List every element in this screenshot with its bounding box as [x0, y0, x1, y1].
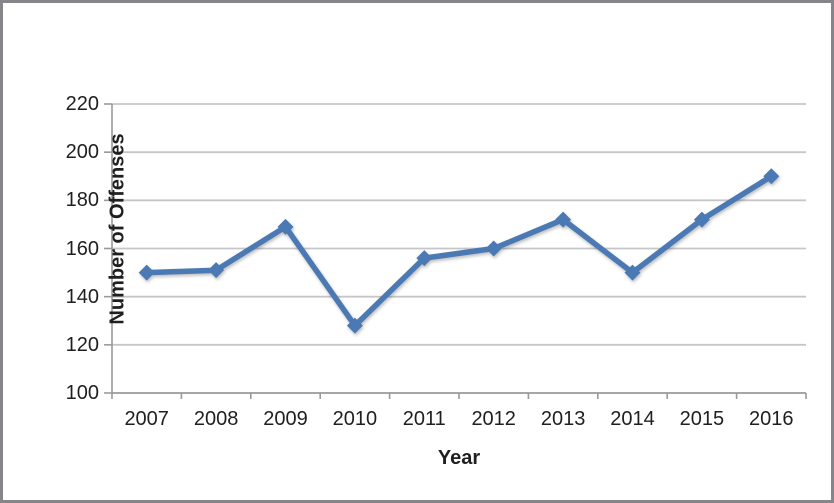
marker-2008 — [208, 262, 225, 279]
series-line — [143, 173, 775, 329]
marker-2010 — [346, 317, 363, 334]
marker-2009 — [277, 218, 294, 235]
y-tick-label-140: 140 — [65, 285, 99, 308]
line-chart-svg — [104, 103, 807, 399]
marker-2012 — [485, 240, 502, 257]
y-axis-title: Number of Offenses — [106, 133, 129, 325]
x-tick-label-2011: 2011 — [402, 408, 446, 430]
x-tick-label-2014: 2014 — [610, 408, 655, 430]
x-tick-label-2007: 2007 — [124, 408, 169, 430]
marker-2014 — [624, 264, 641, 281]
x-tick-label-2009: 2009 — [263, 408, 308, 430]
y-tick-label-100: 100 — [65, 382, 99, 404]
x-tick-label-2012: 2012 — [471, 408, 516, 430]
x-tick-label-2010: 2010 — [332, 408, 378, 430]
y-tick-label-180: 180 — [65, 189, 99, 212]
marker-2016 — [763, 168, 780, 185]
x-axis-title: Year — [437, 447, 481, 469]
x-tick-label-2016: 2016 — [749, 408, 794, 430]
y-tick-label-200: 200 — [65, 141, 99, 164]
marker-2011 — [416, 250, 433, 267]
y-tick-label-220: 220 — [65, 93, 99, 115]
marker-2013 — [555, 211, 572, 228]
x-tick-label-2008: 2008 — [193, 408, 239, 430]
marker-2015 — [693, 211, 710, 228]
y-tick-label-120: 120 — [65, 333, 99, 356]
x-tick-label-2015: 2015 — [679, 408, 725, 430]
y-tick-label-160: 160 — [65, 237, 99, 260]
series-offenses — [138, 168, 780, 334]
marker-2007 — [138, 264, 155, 281]
x-tick-label-2013: 2013 — [540, 408, 586, 430]
